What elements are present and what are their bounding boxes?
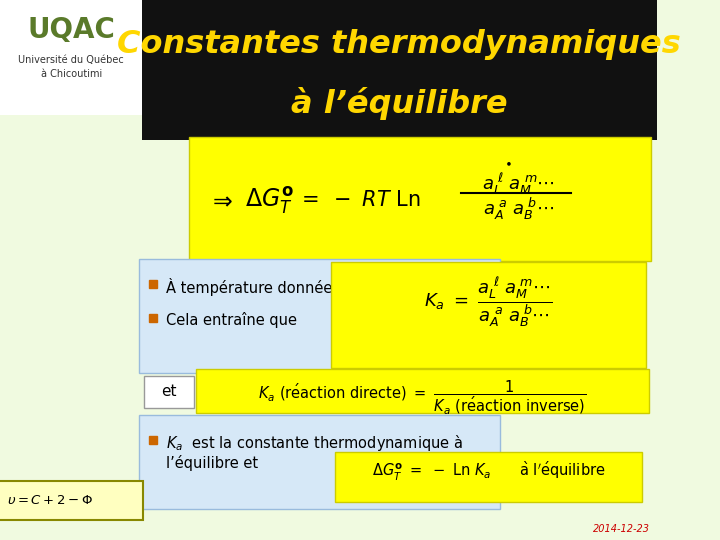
- FancyBboxPatch shape: [142, 0, 657, 140]
- Text: $\upsilon = C + 2 - \Phi$: $\upsilon = C + 2 - \Phi$: [7, 494, 93, 507]
- FancyBboxPatch shape: [139, 259, 500, 373]
- FancyBboxPatch shape: [189, 137, 651, 261]
- Text: à Chicoutimi: à Chicoutimi: [40, 69, 102, 79]
- Text: $\Rightarrow$: $\Rightarrow$: [208, 188, 233, 212]
- Text: $\bullet$: $\bullet$: [504, 157, 512, 170]
- Text: $a_A^{\;a}\ a_B^{\;b}\cdots$: $a_A^{\;a}\ a_B^{\;b}\cdots$: [483, 196, 554, 222]
- Text: $=\ -\ RT\ \mathrm{Ln}$: $=\ -\ RT\ \mathrm{Ln}$: [297, 190, 420, 210]
- FancyBboxPatch shape: [330, 262, 647, 368]
- FancyBboxPatch shape: [0, 0, 142, 115]
- Text: Constantes thermodynamiques: Constantes thermodynamiques: [117, 30, 681, 60]
- Text: Université du Québec: Université du Québec: [18, 55, 124, 65]
- Text: 2014-12-23: 2014-12-23: [593, 524, 650, 534]
- FancyBboxPatch shape: [144, 376, 194, 408]
- FancyBboxPatch shape: [0, 481, 143, 520]
- Text: $K_a\ (\mathrm{r\acute{e}action\ directe})\ =\ \dfrac{1}{K_a\ (\mathrm{r\acute{e: $K_a\ (\mathrm{r\acute{e}action\ directe…: [258, 378, 587, 416]
- Text: $K_a\ =\ \dfrac{a_L^{\;\ell}\ a_M^{\;m}\cdots}{a_A^{\;a}\ a_B^{\;b}\cdots}$: $K_a\ =\ \dfrac{a_L^{\;\ell}\ a_M^{\;m}\…: [424, 275, 553, 329]
- Text: Cela entraîne que: Cela entraîne que: [166, 312, 297, 328]
- FancyBboxPatch shape: [139, 415, 500, 509]
- Text: et: et: [161, 384, 176, 400]
- FancyBboxPatch shape: [197, 369, 649, 413]
- Text: $\Delta G_T^{\mathbf{o}}\ =\ -\ \mathrm{Ln}\ K_a \qquad \grave{\mathrm{a}}\ \mat: $\Delta G_T^{\mathbf{o}}\ =\ -\ \mathrm{…: [372, 460, 606, 483]
- Text: à l’équilibre: à l’équilibre: [291, 86, 508, 119]
- FancyBboxPatch shape: [335, 452, 642, 502]
- Text: $a_L^{\;\ell}\ a_M^{\;m}\cdots$: $a_L^{\;\ell}\ a_M^{\;m}\cdots$: [482, 172, 555, 198]
- Text: $\Delta G_T^{\mathbf{o}}$: $\Delta G_T^{\mathbf{o}}$: [245, 185, 294, 215]
- Text: UQAC: UQAC: [27, 16, 115, 44]
- Text: l’équilibre et: l’équilibre et: [166, 455, 258, 471]
- Text: $K_a$  est la constante thermodynamique à: $K_a$ est la constante thermodynamique à: [166, 433, 463, 453]
- Text: À température donnée, la valeur de ΔG est constante.: À température donnée, la valeur de ΔG es…: [166, 278, 564, 296]
